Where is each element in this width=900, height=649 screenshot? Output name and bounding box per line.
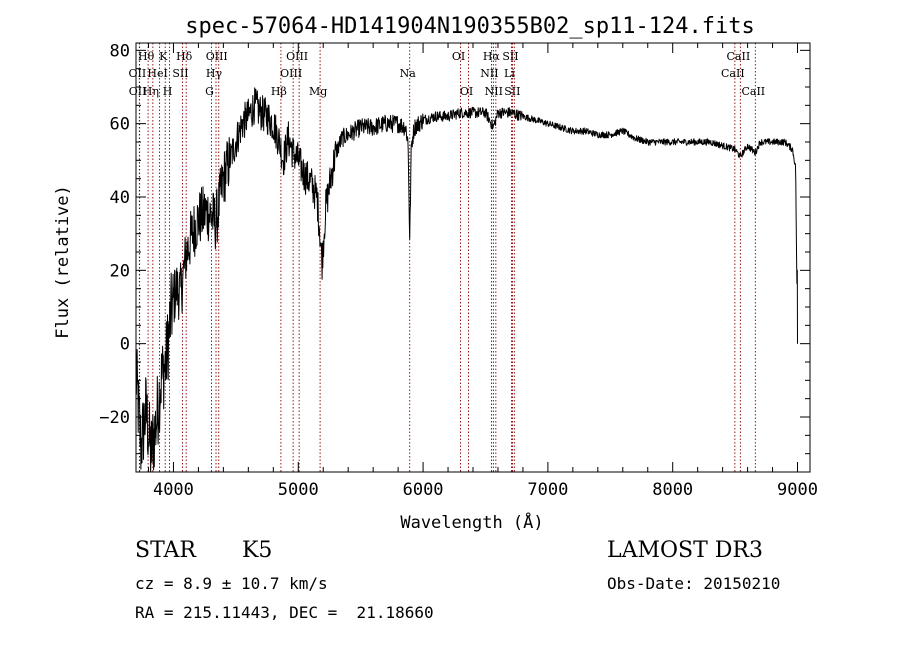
- spectrum-trace: [135, 87, 798, 473]
- line-label-Mg: Mg: [309, 85, 327, 98]
- line-label-Li: Li: [504, 67, 515, 80]
- line-label-OIII: OIII: [280, 67, 302, 80]
- y-tick-label: 0: [120, 335, 130, 355]
- line-label-CaII: CaII: [721, 67, 745, 80]
- line-label-Na: Na: [400, 67, 417, 80]
- line-label-Hη: Hη: [143, 85, 159, 98]
- line-label-OI: OI: [452, 50, 465, 63]
- coordinates-info: RA = 215.11443, DEC = 21.18660: [135, 603, 434, 622]
- x-tick-label: 8000: [652, 480, 693, 500]
- line-label-OII: OII: [129, 85, 147, 98]
- line-label-Hγ: Hγ: [206, 67, 223, 80]
- survey-label: LAMOST DR3: [607, 538, 763, 563]
- x-tick-label: 9000: [777, 480, 818, 500]
- line-label-H: H: [163, 85, 173, 98]
- line-label-Hδ: Hδ: [176, 50, 193, 63]
- y-tick-label: 80: [110, 41, 130, 61]
- line-label-G: G: [205, 85, 214, 98]
- line-label-SII: SII: [502, 50, 518, 63]
- line-label-Hα: Hα: [483, 50, 501, 63]
- line-label-CaII: CaII: [727, 50, 751, 63]
- line-label-NII: NII: [485, 85, 503, 98]
- y-tick-label: −20: [99, 408, 130, 428]
- line-label-SII: SII: [504, 85, 520, 98]
- line-label-SII: SII: [172, 67, 188, 80]
- line-label-OII: OII: [129, 67, 147, 80]
- x-tick-label: 6000: [403, 480, 444, 500]
- x-tick-label: 7000: [527, 480, 568, 500]
- chart-title: spec-57064-HD141904N190355B02_sp11-124.f…: [185, 14, 755, 39]
- x-tick-label: 4000: [153, 480, 194, 500]
- redshift-info: cz = 8.9 ± 10.7 km/s: [135, 574, 328, 593]
- line-label-Hβ: Hβ: [271, 85, 287, 98]
- object-subclass: K5: [242, 538, 273, 563]
- x-axis-label: Wavelength (Å): [400, 511, 543, 533]
- y-tick-label: 60: [110, 115, 130, 135]
- line-label-OIII: OIII: [286, 50, 308, 63]
- line-label-OIII: OIII: [206, 50, 228, 63]
- line-label-NII: NII: [480, 67, 498, 80]
- x-tick-label: 5000: [278, 480, 319, 500]
- line-label-OI: OI: [460, 85, 473, 98]
- object-class: STAR: [135, 538, 196, 563]
- spectral-line-markers: [138, 43, 756, 472]
- y-axis-label: Flux (relative): [53, 185, 73, 339]
- y-tick-label: 20: [110, 261, 130, 281]
- y-tick-label: 40: [110, 188, 130, 208]
- line-label-Hθ: Hθ: [138, 50, 155, 63]
- obs-date-info: Obs-Date: 20150210: [607, 574, 781, 593]
- line-label-HeI: HeI: [147, 67, 167, 80]
- line-label-CaII: CaII: [741, 85, 765, 98]
- plot-axes: 4000 5000 6000 7000 8000 9000 −20 0 20 40 60 80: [99, 41, 818, 500]
- spectrum-line: [135, 87, 798, 473]
- line-label-K: K: [159, 50, 168, 63]
